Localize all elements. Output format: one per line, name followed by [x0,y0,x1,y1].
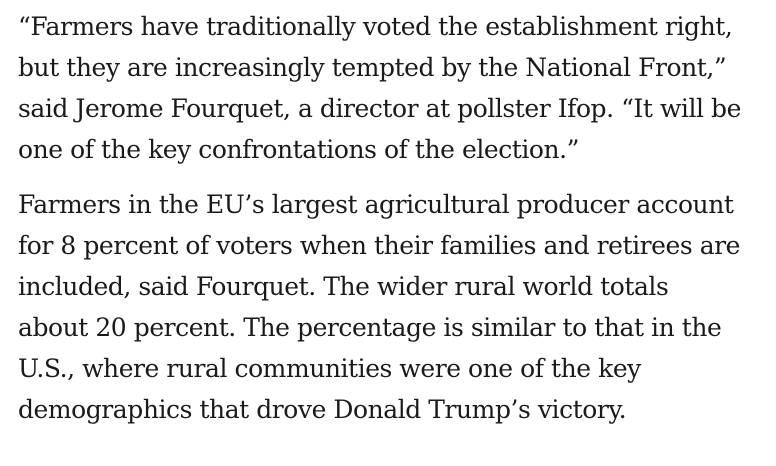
article-body: “Farmers have traditionally voted the es… [18,6,770,430]
text-line: Farmers in the EU’s largest agricultural… [18,190,734,219]
text-line: about 20 percent. The percentage is simi… [18,313,722,342]
text-line: said Jerome Fourquet, a director at poll… [18,94,741,123]
text-line: U.S., where rural communities were one o… [18,354,641,383]
text-line: for 8 percent of voters when their famil… [18,231,740,260]
text-line: “Farmers have traditionally voted the es… [18,12,733,41]
paragraph-statistics: Farmers in the EU’s largest agricultural… [18,184,770,430]
text-line: one of the key confrontations of the ele… [18,135,579,164]
paragraph-quote: “Farmers have traditionally voted the es… [18,6,770,170]
text-line: included, said Fourquet. The wider rural… [18,272,669,301]
text-line: demographics that drove Donald Trump’s v… [18,395,627,424]
text-line: but they are increasingly tempted by the… [18,53,727,82]
